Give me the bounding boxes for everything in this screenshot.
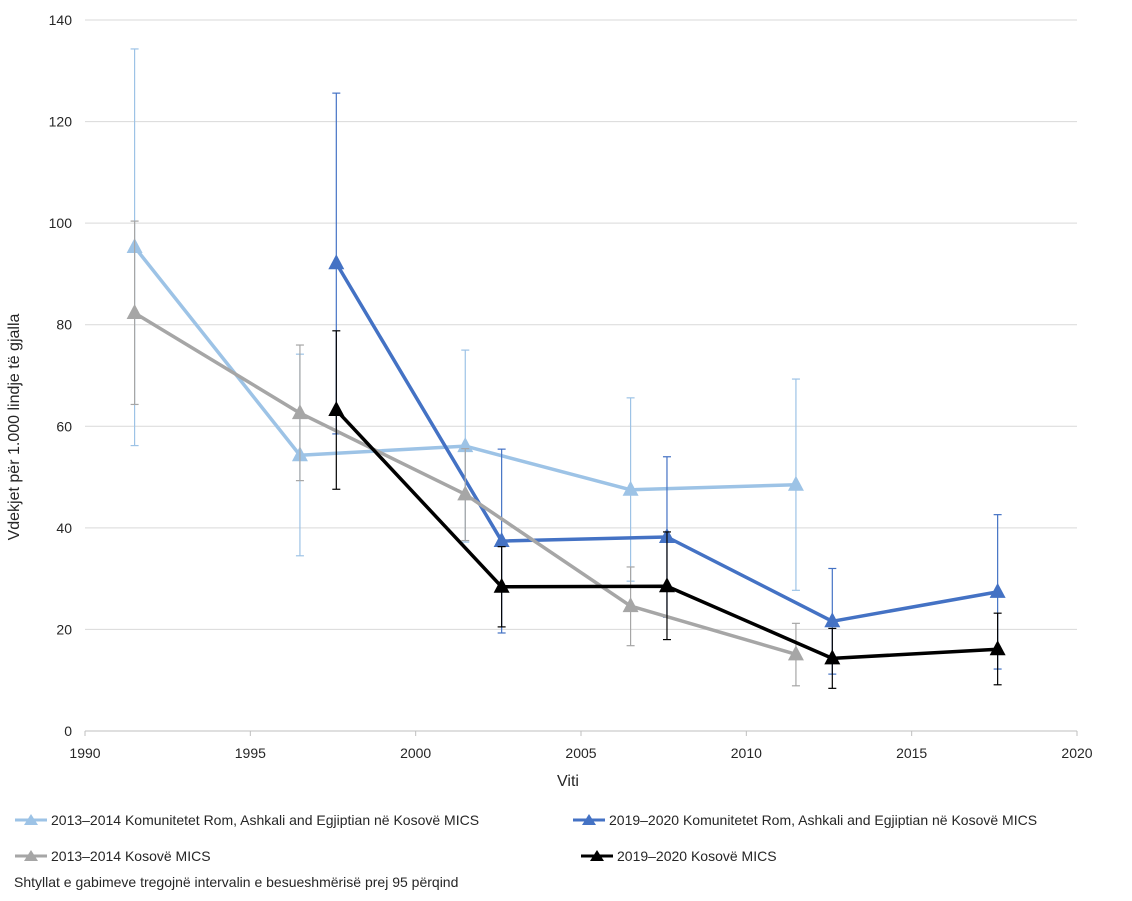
triangle-marker <box>622 597 639 613</box>
gridlines <box>85 19 1077 630</box>
y-tick-label: 80 <box>56 317 72 333</box>
y-tick-label: 140 <box>49 12 73 28</box>
y-axis-ticks: 0 20 40 60 80 100 120 140 <box>49 12 73 739</box>
line-chart: 0 20 40 60 80 100 120 140 1990 1995 2000 2005 2010 2… <box>6 12 1093 790</box>
series-kosovo-2013 <box>126 220 804 687</box>
y-tick-label: 0 <box>64 723 72 739</box>
x-tick-label: 2005 <box>565 745 596 761</box>
triangle-marker <box>989 582 1006 598</box>
triangle-marker <box>457 485 474 501</box>
triangle-marker-icon <box>581 850 613 861</box>
triangle-marker <box>824 649 841 665</box>
y-tick-label: 40 <box>56 520 72 536</box>
legend: 2013–2014 Komunitetet Rom, Ashkali and E… <box>0 806 1132 868</box>
triangle-marker-icon <box>15 814 47 825</box>
triangle-marker <box>658 577 675 593</box>
x-tick-label: 1995 <box>235 745 266 761</box>
triangle-marker <box>126 304 143 320</box>
y-axis-title: Vdekjet për 1.000 lindje të gjalla <box>6 313 23 540</box>
triangle-marker <box>787 475 804 491</box>
y-tick-label: 60 <box>56 418 72 434</box>
plot-area <box>126 48 1006 689</box>
triangle-marker <box>493 577 510 593</box>
x-tick-label: 2000 <box>400 745 431 761</box>
error-bar-note: Shtyllat e gabimeve tregojnë intervalin … <box>14 874 459 890</box>
legend-item-rae-2013: 2013–2014 Komunitetet Rom, Ashkali and E… <box>14 812 479 828</box>
triangle-marker <box>328 254 345 270</box>
legend-label: 2019–2020 Kosovë MICS <box>617 848 777 864</box>
x-tick-label: 2010 <box>731 745 762 761</box>
legend-item-kosovo-2019: 2019–2020 Kosovë MICS <box>580 848 777 864</box>
triangle-marker <box>493 532 510 548</box>
triangle-marker <box>787 645 804 661</box>
legend-label: 2019–2020 Komunitetet Rom, Ashkali and E… <box>609 812 1038 828</box>
x-tick-label: 1990 <box>69 745 100 761</box>
y-tick-label: 20 <box>56 621 72 637</box>
x-tick-label: 2015 <box>896 745 927 761</box>
series-kosovo-2019 <box>328 330 1006 689</box>
x-tick-label: 2020 <box>1061 745 1092 761</box>
x-axis-title: Viti <box>557 773 579 790</box>
legend-item-kosovo-2013: 2013–2014 Kosovë MICS <box>14 848 211 864</box>
legend-item-rae-2019: 2019–2020 Komunitetet Rom, Ashkali and E… <box>572 812 1037 828</box>
legend-label: 2013–2014 Kosovë MICS <box>51 848 211 864</box>
triangle-marker <box>989 640 1006 656</box>
triangle-marker <box>328 401 345 417</box>
triangle-marker-icon <box>573 814 605 825</box>
triangle-marker <box>824 612 841 628</box>
triangle-marker <box>622 480 639 496</box>
y-tick-label: 100 <box>49 215 73 231</box>
x-axis-ticks: 1990 1995 2000 2005 2010 2015 2020 <box>69 731 1093 761</box>
triangle-marker-icon <box>15 850 47 861</box>
y-tick-label: 120 <box>49 114 73 130</box>
triangle-marker <box>291 404 308 420</box>
legend-label: 2013–2014 Komunitetet Rom, Ashkali and E… <box>51 812 480 828</box>
